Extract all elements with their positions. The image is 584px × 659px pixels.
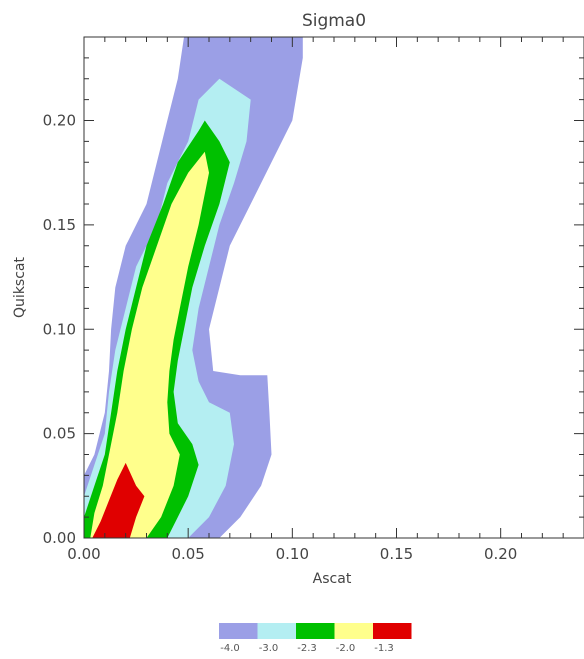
- chart-title: Sigma0: [302, 11, 366, 31]
- legend-label: -2.3: [297, 643, 317, 654]
- y-tick-label: 0.05: [43, 425, 76, 443]
- legend-label: -3.0: [259, 643, 279, 654]
- y-axis-label: Quikscat: [12, 257, 28, 318]
- contour-band-neg1-3: [92, 462, 145, 538]
- legend-swatch: [373, 623, 412, 639]
- contour-layer: [84, 37, 303, 539]
- x-tick-label: 0.00: [67, 545, 100, 563]
- y-axis: 0.00 0.05 0.10 0.15 0.20: [43, 36, 584, 547]
- contour-band-neg2-0: [90, 151, 209, 539]
- y-tick-label: 0.20: [43, 112, 76, 130]
- y-tick-label: 0.00: [43, 529, 76, 547]
- legend-swatch: [334, 623, 373, 639]
- legend-label: -1.3: [374, 643, 394, 654]
- legend-label: -2.0: [336, 643, 356, 654]
- legend-label: -4.0: [220, 643, 240, 654]
- x-axis: 0.00 0.05 0.10 0.15 0.20: [67, 37, 584, 563]
- legend-swatch: [257, 623, 296, 639]
- x-tick-label: 0.15: [380, 545, 413, 563]
- x-axis-label: Ascat: [313, 571, 352, 587]
- x-tick-label: 0.20: [484, 545, 517, 563]
- legend-swatch: [219, 623, 258, 639]
- color-legend: -4.0 -3.0 -2.3 -2.0 -1.3: [219, 623, 412, 654]
- x-tick-label: 0.10: [276, 545, 309, 563]
- y-tick-label: 0.10: [43, 320, 76, 338]
- y-tick-label: 0.15: [43, 216, 76, 234]
- x-tick-label: 0.05: [171, 545, 204, 563]
- legend-swatch: [296, 623, 335, 639]
